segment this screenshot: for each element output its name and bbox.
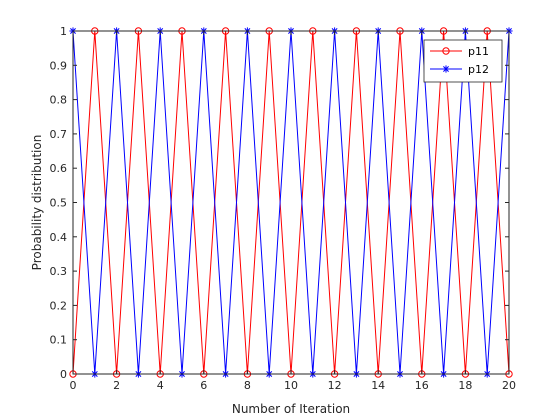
y-tick-label: 0.8	[50, 94, 68, 107]
axes-layer: 0 2 4 6 8 10 12 14 16 18 20 0 0.1 0.2 0.3 0.4 0.5 0.6 0.7 0…	[50, 25, 517, 392]
y-tick-label: 1	[60, 25, 67, 38]
legend-label: p12	[468, 63, 489, 76]
x-tick-label: 0	[70, 379, 77, 392]
y-tick-label: 0.9	[50, 59, 68, 72]
x-tick-label: 14	[371, 379, 385, 392]
x-tick-label: 4	[157, 379, 164, 392]
legend-box	[423, 39, 503, 83]
y-tick-label: 0.5	[50, 197, 68, 210]
y-axis-label: Probability distribution	[30, 135, 44, 271]
legend-item-p11: p11	[430, 45, 489, 58]
y-tick-label: 0.1	[50, 334, 68, 347]
plot-area	[73, 31, 509, 374]
x-tick-label: 20	[502, 379, 516, 392]
y-tick-label: 0.3	[50, 265, 68, 278]
y-tick-label: 0.6	[50, 162, 68, 175]
x-tick-label: 12	[328, 379, 342, 392]
legend-label: p11	[468, 45, 489, 58]
y-tick-label: 0.2	[50, 299, 68, 312]
y-tick-label: 0	[60, 368, 67, 381]
x-tick-label: 2	[113, 379, 120, 392]
x-tick-label: 18	[458, 379, 472, 392]
y-tick-label: 0.4	[50, 231, 68, 244]
legend-item-p12: p12	[430, 63, 489, 76]
y-tick-label: 0.7	[50, 128, 68, 141]
x-tick-label: 6	[200, 379, 207, 392]
x-tick-label: 10	[284, 379, 298, 392]
x-tick-label: 16	[415, 379, 429, 392]
x-axis-label: Number of Iteration	[232, 402, 350, 416]
legend-marker	[442, 47, 450, 55]
x-tick-label: 8	[244, 379, 251, 392]
legend-marker	[442, 65, 450, 73]
